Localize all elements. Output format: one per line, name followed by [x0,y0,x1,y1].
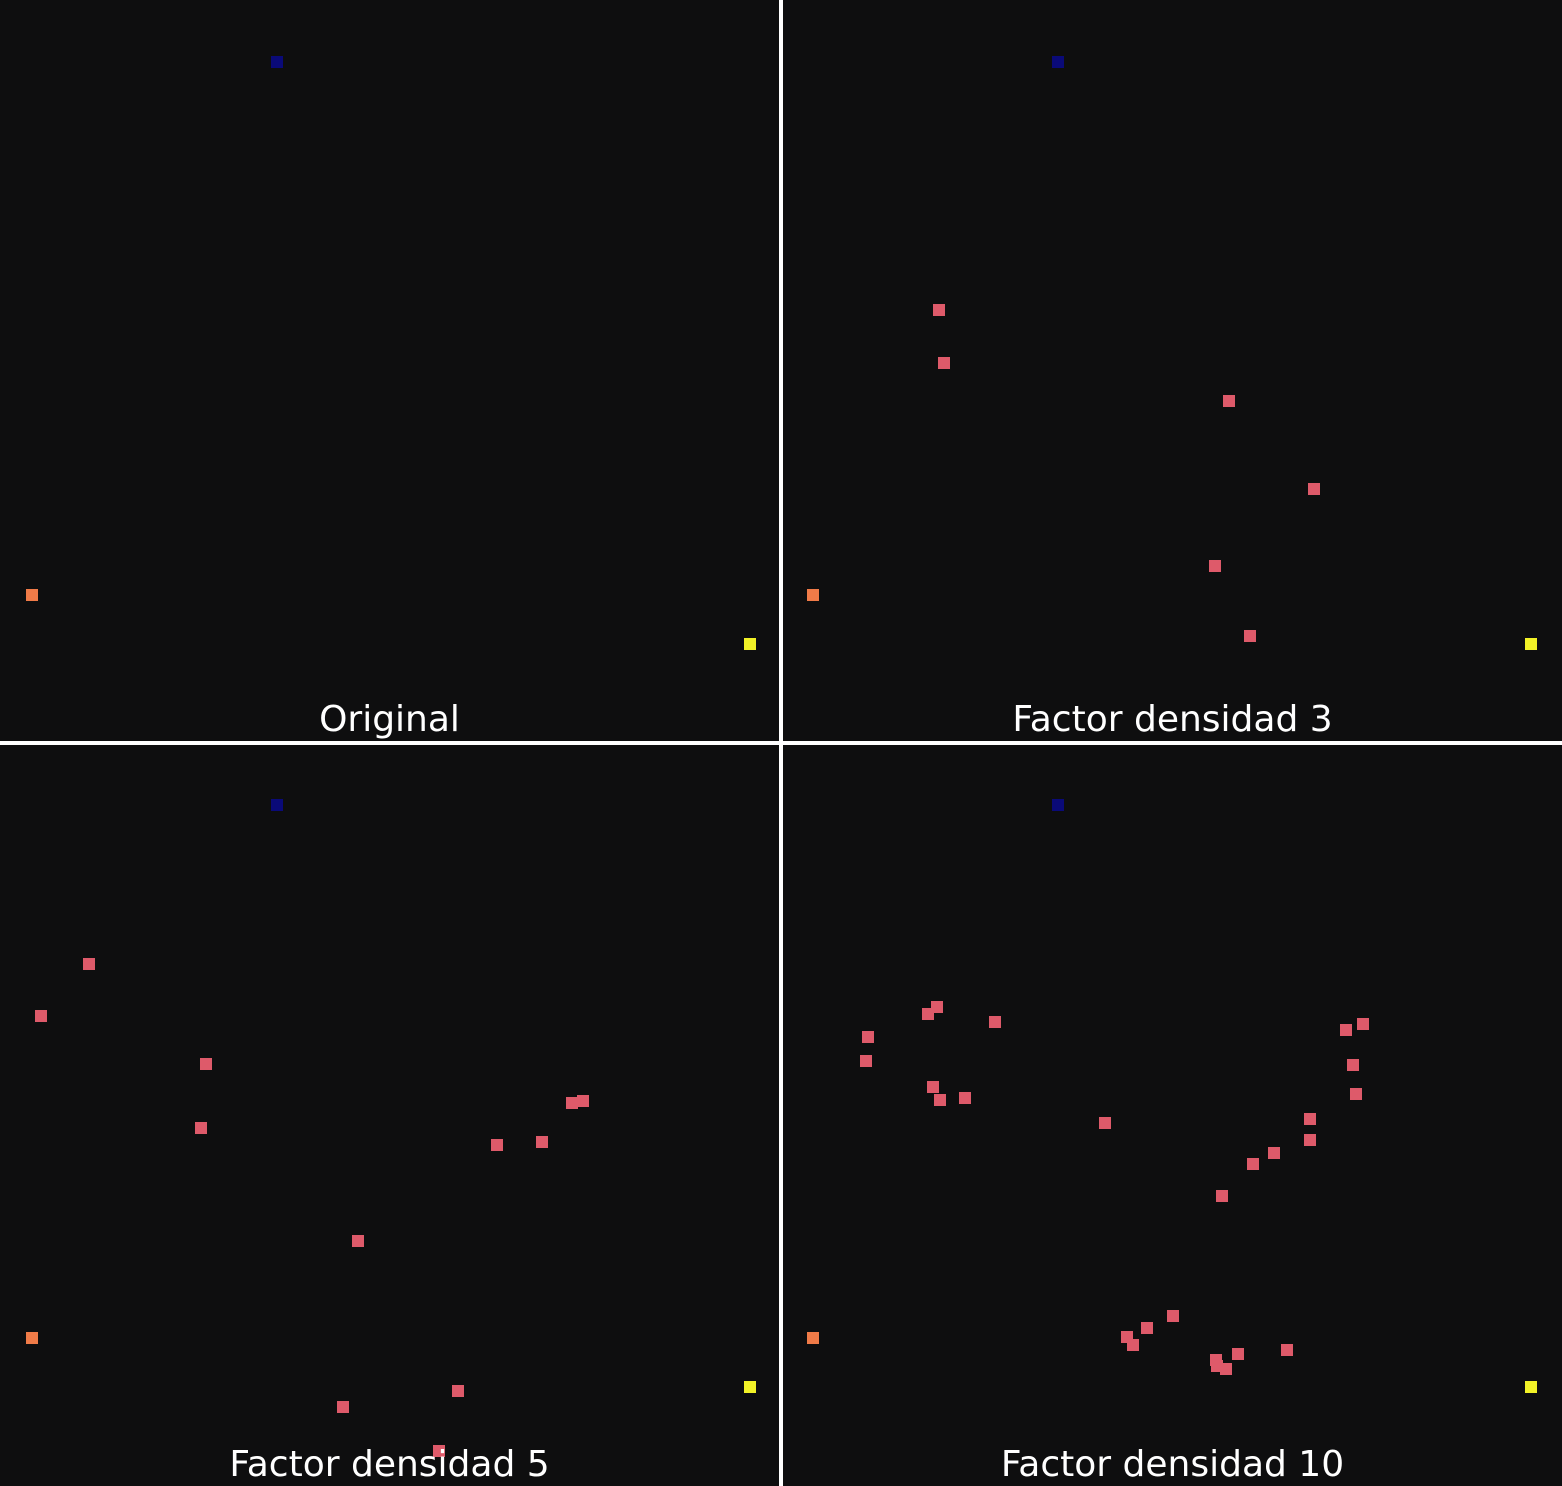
scatter-point [26,589,38,601]
scatter-point [1052,56,1064,68]
scatter-point [491,1139,503,1151]
scatter-point [934,1094,946,1106]
panel-factor-densidad-5: Factor densidad 5 [0,745,779,1486]
panel-caption: Factor densidad 5 [229,1444,550,1485]
scatter-point [1340,1024,1352,1036]
scatter-point [860,1055,872,1067]
scatter-point [1347,1059,1359,1071]
scatter-point [1223,395,1235,407]
scatter-point [271,56,283,68]
panel-original: Original [0,0,779,741]
scatter-point [938,357,950,369]
scatter-point [807,1332,819,1344]
scatter-point [200,1058,212,1070]
scatter-point [1304,1113,1316,1125]
scatter-point [577,1095,589,1107]
scatter-point [989,1016,1001,1028]
scatter-point [536,1136,548,1148]
scatter-point [337,1401,349,1413]
scatter-point [1244,630,1256,642]
panel-factor-densidad-10: Factor densidad 10 [783,745,1562,1486]
scatter-point [744,638,756,650]
scatter-point [1304,1134,1316,1146]
scatter-point [959,1092,971,1104]
scatter-point [1308,483,1320,495]
scatter-point [1525,638,1537,650]
scatter-point [807,589,819,601]
panel-caption: Original [319,699,460,740]
scatter-point [744,1381,756,1393]
scatter-point [1127,1339,1139,1351]
scatter-point [1099,1117,1111,1129]
scatter-point [83,958,95,970]
scatter-point [1232,1348,1244,1360]
panel-factor-densidad-3: Factor densidad 3 [783,0,1562,741]
scatter-point [931,1001,943,1013]
scatter-point [35,1010,47,1022]
scatter-point [1268,1147,1280,1159]
scatter-point [452,1385,464,1397]
scatter-point [566,1097,578,1109]
scatter-point [927,1081,939,1093]
scatter-point [1220,1363,1232,1375]
scatter-point [1357,1018,1369,1030]
scatter-point [1281,1344,1293,1356]
scatter-point [26,1332,38,1344]
scatter-point [195,1122,207,1134]
scatter-point [271,799,283,811]
scatter-point [1209,560,1221,572]
panel-caption: Factor densidad 10 [1000,1444,1345,1485]
scatter-point [933,304,945,316]
scatter-point [1052,799,1064,811]
scatter-point [1525,1381,1537,1393]
scatter-point [862,1031,874,1043]
scatter-point [1216,1190,1228,1202]
scatter-point [922,1008,934,1020]
scatter-point [1350,1088,1362,1100]
scatter-point [1141,1322,1153,1334]
panel-caption: Factor densidad 3 [1012,699,1333,740]
scatter-point [433,1445,445,1457]
scatter-point [1167,1310,1179,1322]
scatter-point [1247,1158,1259,1170]
scatter-point [352,1235,364,1247]
